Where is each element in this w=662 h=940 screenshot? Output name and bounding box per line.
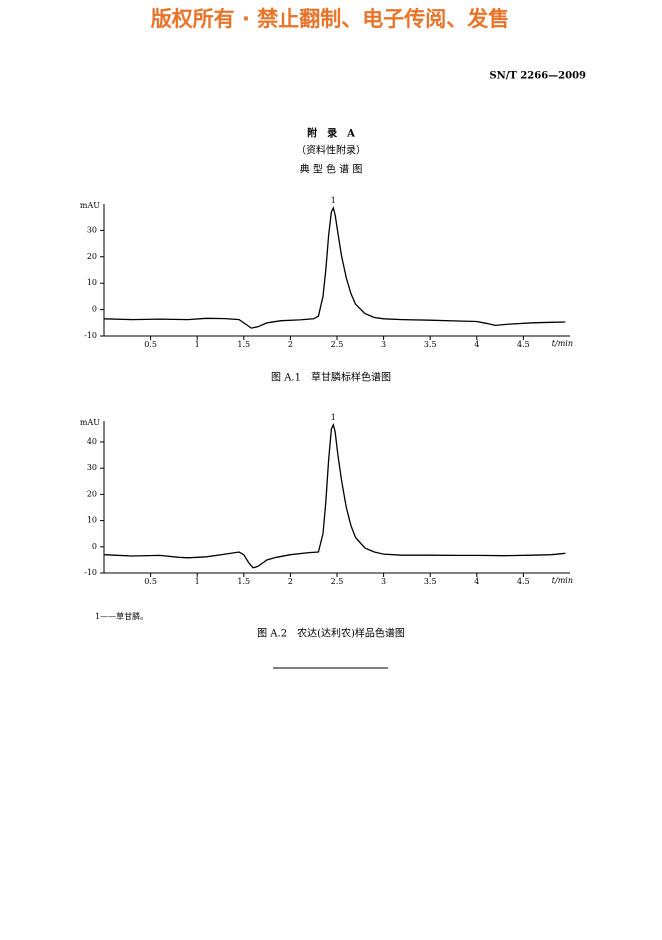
x-tick-label: 2.5: [331, 577, 344, 586]
y-tick-label: 30: [87, 463, 97, 472]
y-tick-label: 20: [87, 252, 97, 261]
annex-subtitle: （资料性附录）: [296, 144, 366, 157]
annex-heading: 典 型 色 谱 图: [300, 163, 363, 176]
x-tick-label: 2: [288, 577, 293, 586]
x-tick-label: 3.5: [424, 577, 437, 586]
x-axis-label: t/min: [552, 339, 573, 348]
doc-id: SN/T 2266—2009: [489, 71, 586, 82]
x-tick-label: 2: [288, 340, 293, 349]
y-axis-label: mAU: [80, 201, 100, 210]
y-tick-label: 0: [92, 542, 97, 551]
x-axis-label: t/min: [552, 576, 573, 585]
y-tick-label: -10: [84, 568, 97, 577]
y-tick-label: 30: [87, 225, 97, 234]
chromatogram-line: [103, 423, 566, 569]
watermark: 版权所有 · 禁止翻制、电子传阅、发售: [151, 7, 510, 31]
peak-label: 1: [331, 413, 336, 422]
y-axis-label: mAU: [80, 418, 100, 427]
chart-caption: 图 A.2 农达(达利农)样品色谱图: [257, 627, 405, 640]
x-tick-label: 4.5: [517, 340, 530, 349]
peak-label: 1: [331, 196, 336, 205]
x-tick-label: 0.5: [144, 340, 157, 349]
y-tick-label: 20: [87, 489, 97, 498]
y-tick-label: 10: [87, 516, 97, 525]
x-tick-label: 2.5: [331, 340, 344, 349]
note: 1——草甘膦。: [95, 611, 148, 621]
x-tick-label: 0.5: [144, 577, 157, 586]
x-tick-label: 3.5: [424, 340, 437, 349]
x-tick-label: 4: [474, 340, 479, 349]
chart-caption: 图 A.1 草甘膦标样色谱图: [271, 371, 391, 384]
x-tick-label: 3: [381, 340, 386, 349]
x-tick-label: 3: [381, 577, 386, 586]
x-tick-label: 1.5: [237, 577, 250, 586]
chromatogram-line: [103, 206, 566, 329]
x-tick-label: 1: [195, 340, 200, 349]
y-tick-label: 0: [92, 305, 97, 314]
x-tick-label: 4: [474, 577, 479, 586]
y-tick-label: 10: [87, 278, 97, 287]
x-tick-label: 4.5: [517, 577, 530, 586]
annex-title: 附 录 A: [307, 127, 355, 140]
x-tick-label: 1: [195, 577, 200, 586]
y-tick-label: 40: [87, 437, 97, 446]
y-tick-label: -10: [84, 331, 97, 340]
x-tick-label: 1.5: [237, 340, 250, 349]
